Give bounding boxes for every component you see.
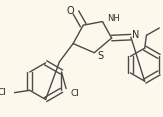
Text: Cl: Cl (71, 89, 80, 98)
Text: S: S (98, 51, 104, 61)
Text: O: O (67, 5, 74, 16)
Text: N: N (132, 30, 139, 40)
Text: Cl: Cl (0, 88, 7, 97)
Text: NH: NH (107, 14, 120, 23)
